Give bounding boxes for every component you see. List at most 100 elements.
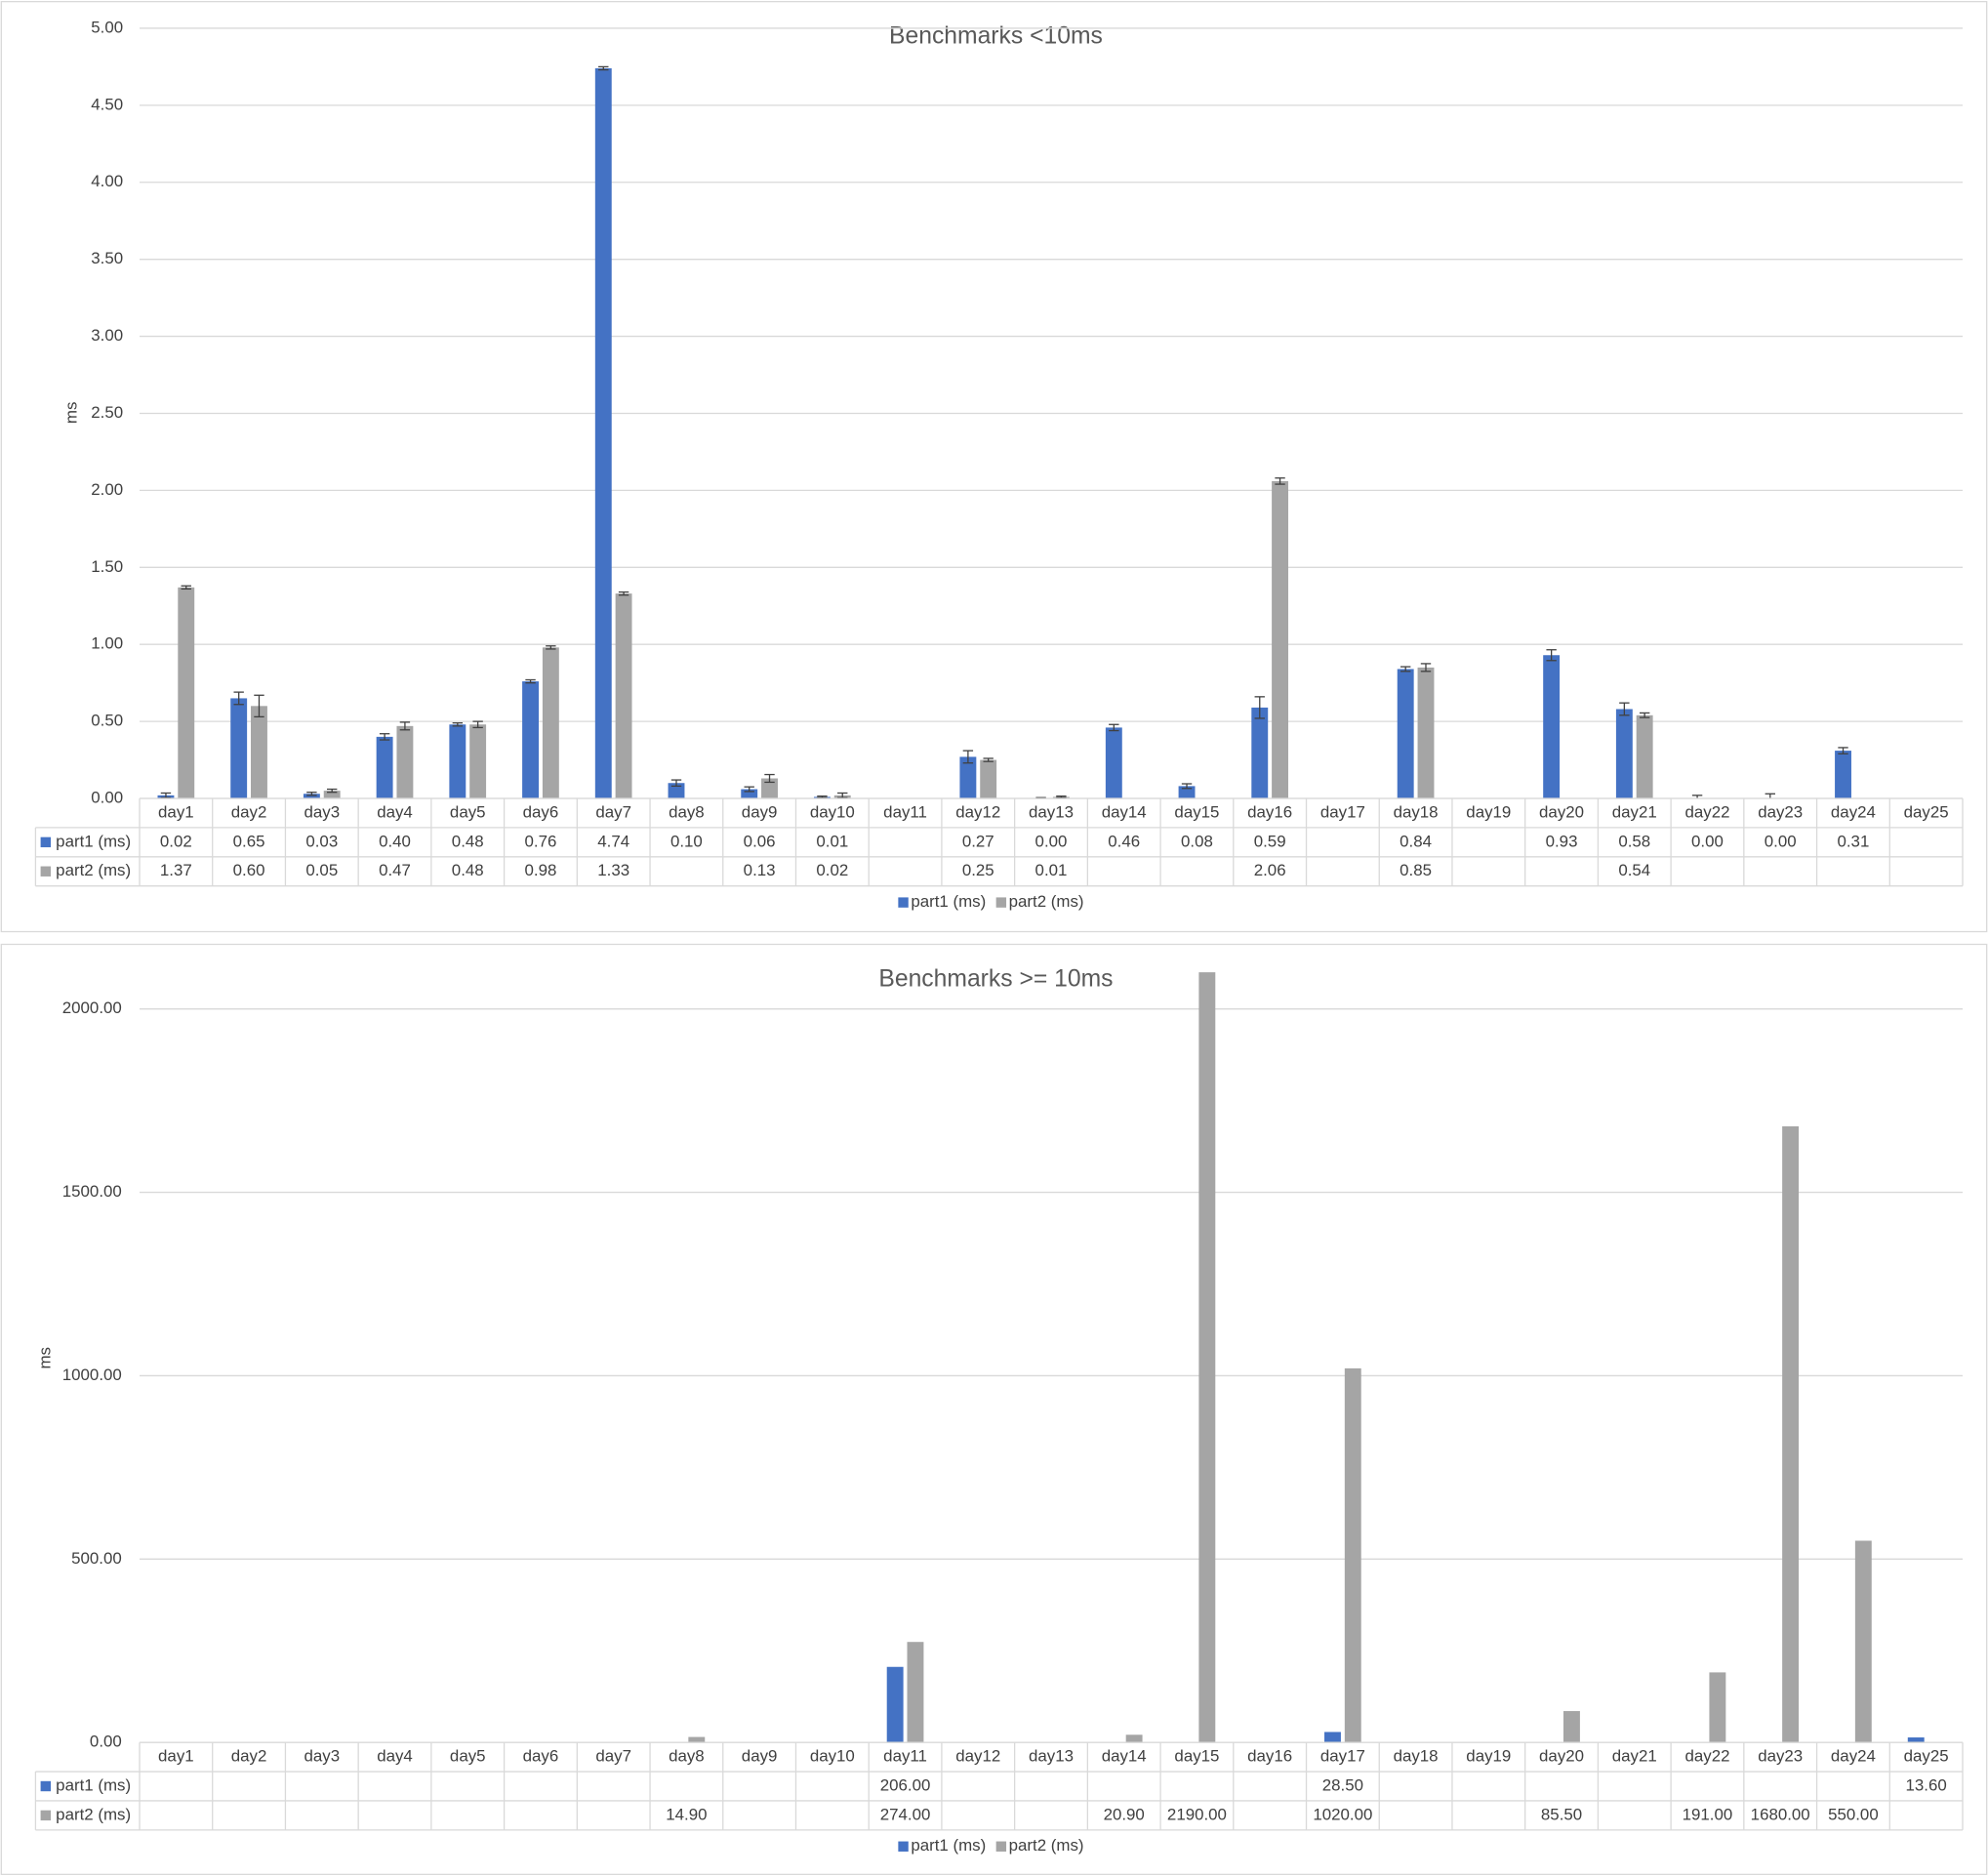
bar xyxy=(741,789,758,799)
x-tick-label: day16 xyxy=(1247,1747,1292,1766)
table-cell: 0.48 xyxy=(452,832,484,850)
bar xyxy=(542,647,559,799)
bar xyxy=(1198,972,1216,1743)
bar xyxy=(1417,667,1435,799)
legend-label: part1 (ms) xyxy=(911,1836,986,1855)
bar xyxy=(230,698,248,799)
bar xyxy=(1324,1732,1341,1743)
error-bar xyxy=(1546,649,1557,662)
x-tick-label: day4 xyxy=(377,802,413,821)
x-tick-label: day24 xyxy=(1831,802,1876,821)
error-bar xyxy=(160,792,172,798)
y-tick-label: 4.50 xyxy=(91,95,123,113)
error-bar xyxy=(1181,783,1193,790)
x-tick-label: day21 xyxy=(1612,802,1657,821)
x-tick-label: day16 xyxy=(1247,802,1292,821)
table-cell: 0.48 xyxy=(452,861,484,879)
table-key xyxy=(40,1810,51,1821)
y-tick-label: 500.00 xyxy=(71,1549,122,1568)
data-table: day1 day2 day3 day4 day5 day6 day7 day8 day9 day1… xyxy=(34,797,1964,887)
error-bar xyxy=(399,721,411,731)
y-tick-label: 3.50 xyxy=(91,249,123,267)
x-tick-label: day19 xyxy=(1466,802,1511,821)
y-tick-label: 2.50 xyxy=(91,403,123,422)
table-cell: 0.03 xyxy=(305,832,338,850)
table-cell: 274.00 xyxy=(880,1805,931,1823)
data-table: day1 day2 day3 day4 day5 day6 day7 day8 day9 day1… xyxy=(34,1741,1964,1831)
bar xyxy=(1854,1540,1872,1743)
bar xyxy=(1615,709,1633,799)
chart-title: Benchmarks >= 10ms xyxy=(878,965,1113,992)
table-cell: 0.02 xyxy=(160,832,192,850)
bar xyxy=(1125,1734,1143,1743)
error-bar xyxy=(181,585,191,591)
table-row-label: part1 (ms) xyxy=(56,1775,131,1794)
table-cell: 2190.00 xyxy=(1167,1805,1227,1823)
x-tick-label: day12 xyxy=(955,802,1000,821)
x-tick-label: day22 xyxy=(1684,1747,1729,1766)
bar xyxy=(980,759,997,799)
table-row-label: part2 (ms) xyxy=(56,1805,131,1823)
x-tick-label: day20 xyxy=(1539,802,1584,821)
table-cell: 1020.00 xyxy=(1313,1805,1372,1823)
table-cell: 191.00 xyxy=(1683,1805,1733,1823)
error-bar xyxy=(1275,477,1285,485)
x-tick-label: day17 xyxy=(1320,802,1365,821)
bar xyxy=(522,681,540,799)
bar xyxy=(668,783,685,799)
table-cell: 0.01 xyxy=(816,832,848,850)
table-cell: 1680.00 xyxy=(1751,1805,1810,1823)
error-bar xyxy=(1420,663,1432,673)
bar xyxy=(323,791,341,799)
x-tick-label: day14 xyxy=(1102,802,1147,821)
x-tick-label: day20 xyxy=(1539,1747,1584,1766)
x-tick-label: day3 xyxy=(304,802,340,821)
table-cell: 0.46 xyxy=(1108,832,1140,850)
error-bar xyxy=(817,795,828,798)
y-tick-label: 1.00 xyxy=(91,634,123,653)
table-cell: 0.31 xyxy=(1837,832,1869,850)
x-tick-label: day1 xyxy=(158,802,194,821)
x-tick-label: day13 xyxy=(1029,802,1074,821)
bar xyxy=(688,1736,706,1743)
chart-title: Benchmarks <10ms xyxy=(889,23,1103,50)
bars xyxy=(157,65,1851,799)
bar xyxy=(1397,669,1414,799)
table-cell: 0.02 xyxy=(816,861,848,879)
x-tick-label: day18 xyxy=(1394,1747,1439,1766)
legend: part1 (ms) part2 (ms) xyxy=(898,892,1084,911)
x-tick-label: day13 xyxy=(1029,1747,1074,1766)
table-row-label: part2 (ms) xyxy=(56,861,131,879)
table-cell: 0.06 xyxy=(744,832,776,850)
table-cell: 0.85 xyxy=(1400,861,1432,879)
error-bar xyxy=(326,788,338,794)
y-tick-label: 0.00 xyxy=(90,1733,122,1751)
table-cell: 0.00 xyxy=(1035,832,1068,850)
y-tick-label: 2000.00 xyxy=(62,999,122,1017)
error-bar xyxy=(379,733,390,741)
bar xyxy=(1272,480,1289,799)
bar xyxy=(1835,751,1851,799)
table-cell: 0.40 xyxy=(379,832,411,850)
bar xyxy=(303,794,320,799)
x-tick-label: day24 xyxy=(1831,1747,1876,1766)
x-tick-label: day2 xyxy=(231,1747,267,1766)
table-cell: 550.00 xyxy=(1828,1805,1879,1823)
x-tick-label: day8 xyxy=(669,1747,705,1766)
table-cell: 0.65 xyxy=(233,832,265,850)
x-tick-label: day11 xyxy=(883,1747,927,1766)
error-bar xyxy=(598,65,609,71)
table-key xyxy=(40,866,51,877)
error-bar xyxy=(1838,747,1848,754)
table-cell: 0.59 xyxy=(1254,832,1286,850)
error-bar xyxy=(472,720,483,729)
bar xyxy=(178,587,195,799)
x-tick-label: day18 xyxy=(1394,802,1439,821)
bar xyxy=(1178,786,1196,799)
table-cell: 85.50 xyxy=(1541,1805,1582,1823)
legend-key xyxy=(995,897,1007,908)
table-cell: 206.00 xyxy=(880,1775,931,1794)
table-cell: 0.27 xyxy=(962,832,994,850)
table-cell: 0.05 xyxy=(305,861,338,879)
error-bar xyxy=(452,722,464,727)
